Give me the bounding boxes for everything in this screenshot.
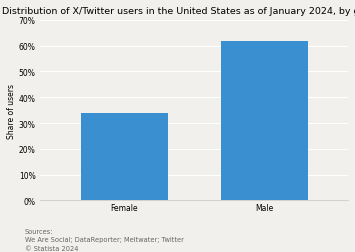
Y-axis label: Share of users: Share of users <box>7 83 16 138</box>
Bar <box>221 41 307 201</box>
Bar <box>81 113 168 201</box>
Text: Sources:
We Are Social; DataReporter; Meltwater; Twitter
© Statista 2024: Sources: We Are Social; DataReporter; Me… <box>25 228 184 251</box>
Title: Distribution of X/Twitter users in the United States as of January 2024, by gend: Distribution of X/Twitter users in the U… <box>2 7 355 16</box>
